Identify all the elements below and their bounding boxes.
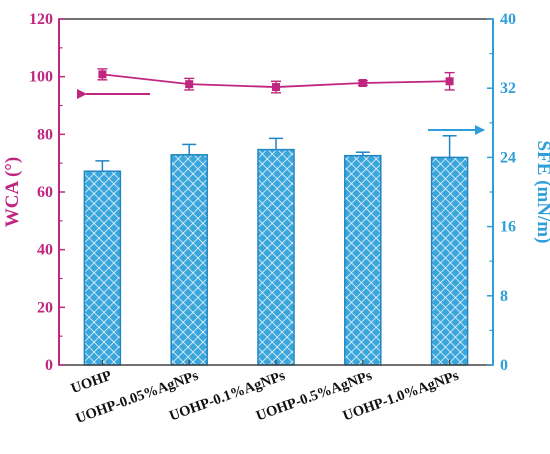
left-tick-label: 0 xyxy=(45,357,53,374)
left-tick-label: 100 xyxy=(29,69,53,86)
right-tick-label: 40 xyxy=(500,11,516,28)
right-tick-label: 0 xyxy=(500,357,508,374)
right-tick-label: 32 xyxy=(500,80,516,97)
sfe-bar xyxy=(344,154,382,366)
right-axis-title: SFE (mN/m) xyxy=(533,141,550,244)
right-tick-label: 24 xyxy=(500,149,516,166)
wca-point xyxy=(445,77,454,86)
sfe-bar xyxy=(170,154,208,366)
left-tick-label: 120 xyxy=(29,11,53,28)
wca-point xyxy=(272,83,280,92)
right-tick-label: 8 xyxy=(500,288,508,305)
left-tick-label: 20 xyxy=(37,299,53,316)
wca-point xyxy=(185,80,194,89)
left-tick-label: 80 xyxy=(37,126,53,143)
bar-error-bars xyxy=(95,135,457,172)
wca-point xyxy=(98,70,107,79)
bars-layer xyxy=(83,148,469,366)
category-label: UOHP xyxy=(69,368,114,397)
right-axis-ticks: 0 8 16 24 32 40 xyxy=(487,11,516,374)
sfe-bar xyxy=(430,156,469,366)
left-axis-title: WCA (°) xyxy=(2,157,23,227)
right-tick-label: 16 xyxy=(500,219,516,236)
sfe-bar xyxy=(83,170,122,366)
left-axis-ticks: 0 20 40 60 80 100 120 xyxy=(29,11,65,374)
sfe-bar xyxy=(257,148,295,366)
wca-line-layer xyxy=(97,68,455,94)
x-axis-ticks: UOHPUOHP-0.05%AgNPsUOHP-0.1%AgNPsUOHP-0.… xyxy=(69,360,461,427)
left-tick-label: 60 xyxy=(37,184,53,201)
left-tick-label: 40 xyxy=(37,242,53,259)
wca-point xyxy=(358,79,367,88)
